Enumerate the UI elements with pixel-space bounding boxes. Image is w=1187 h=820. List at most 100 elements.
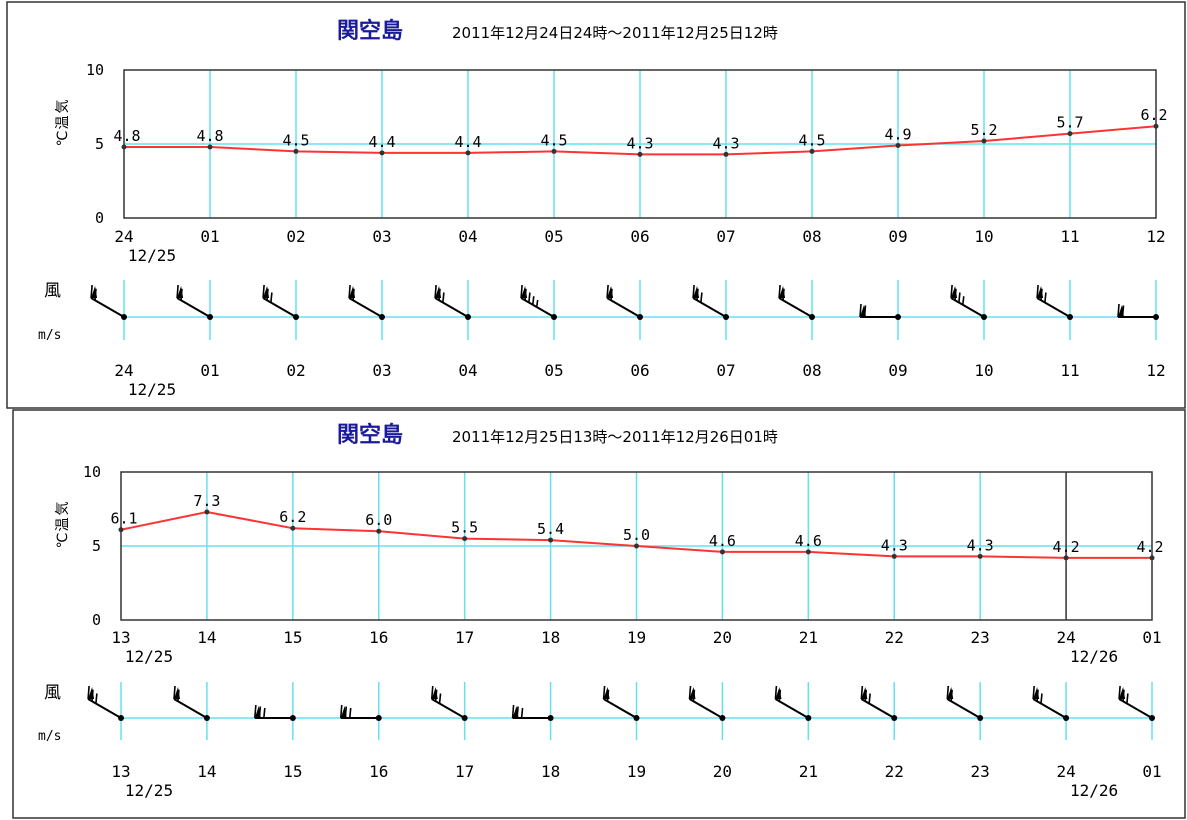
x-tick-label: 20: [713, 628, 732, 647]
wind-barb-pennant: [263, 286, 270, 298]
wind-barb-tick: [90, 284, 93, 299]
x-tick-label: 17: [455, 628, 474, 647]
temperature-point: [805, 549, 811, 555]
wind-barb: [430, 685, 468, 721]
wind-barb-shaft: [946, 698, 981, 719]
temperature-data-label: 6.2: [1140, 106, 1167, 124]
x-tick-label: 23: [971, 628, 990, 647]
wind-barb-tick: [1036, 284, 1039, 299]
wind-station-dot: [375, 715, 382, 721]
temperature-data-label: 4.5: [798, 131, 825, 149]
wind-barb-shaft: [434, 297, 469, 318]
x-tick-label: 13: [111, 628, 130, 647]
wind-x-tick-label: 14: [197, 762, 216, 781]
x-tick-label: 04: [458, 227, 477, 246]
wind-barb-tick: [859, 303, 862, 318]
wind-barb-pennant: [603, 687, 610, 699]
x-tick-label: 01: [1142, 628, 1161, 647]
wind-barb: [1036, 284, 1073, 320]
y-tick-label: 10: [86, 61, 104, 79]
wind-barb-pennant: [174, 687, 181, 699]
wind-barb-tick: [692, 284, 695, 299]
x-tick-label: 11: [1060, 227, 1079, 246]
y-axis-label: 気温 ℃: [55, 99, 71, 146]
wind-barb-pennant: [1119, 687, 1126, 699]
wind-barb: [254, 704, 296, 721]
wind-barb-pennant: [349, 286, 356, 298]
wind-station-dot: [203, 715, 210, 721]
wind-barb: [434, 284, 471, 320]
temperature-point: [809, 148, 815, 154]
wind-barb-shaft: [860, 698, 895, 719]
wind-x-tick-label: 21: [799, 762, 818, 781]
wind-barb-tick: [254, 704, 257, 719]
wind-barb-pennant: [947, 687, 954, 699]
x-tick-label: 02: [286, 227, 305, 246]
x-tick-label: 06: [630, 227, 649, 246]
temperature-data-label: 4.3: [881, 536, 908, 554]
wind-barb-pennant: [693, 286, 700, 298]
wind-barb-shaft: [176, 297, 211, 318]
chart-title-place: 関空島: [337, 18, 403, 44]
wind-station-dot: [379, 314, 385, 320]
wind-station-dot: [723, 314, 729, 320]
temperature-point: [1067, 131, 1073, 137]
x-tick-label: 03: [372, 227, 391, 246]
wind-barb-shaft: [431, 698, 466, 719]
wind-barb-shaft: [603, 698, 638, 719]
wind-barb: [606, 284, 643, 320]
wind-barb-tick: [87, 685, 90, 700]
wind-barb: [1032, 685, 1070, 721]
wind-x-tick-label: 17: [455, 762, 474, 781]
x-tick-label: 12: [1146, 227, 1165, 246]
temperature-point: [462, 536, 468, 542]
wind-barb-shaft: [774, 698, 809, 719]
y-axis-label-char: ℃: [55, 131, 71, 147]
temperature-point: [551, 148, 557, 154]
wind-barb-tick: [946, 685, 950, 700]
panel-frame-1: [6, 1, 1186, 409]
temperature-data-label: 5.5: [451, 519, 478, 537]
temperature-data-label: 4.3: [626, 134, 653, 152]
chart-1: 関空島 2011年12月24日24時～2011年12月25日12時気温℃05104…: [38, 18, 1168, 399]
wind-barb-pennant: [254, 706, 261, 718]
wind-x-tick-label: 12: [1146, 361, 1165, 380]
temperature-point: [1149, 555, 1155, 561]
wind-x-tick-label: 02: [286, 361, 305, 380]
wind-barb: [692, 284, 729, 320]
wind-barb-shaft: [520, 297, 555, 318]
temperature-data-label: 5.7: [1056, 114, 1083, 132]
temperature-point: [204, 509, 210, 515]
wind-barb-shaft: [1036, 297, 1071, 318]
wind-station-dot: [1067, 314, 1073, 320]
wind-label: 風: [44, 281, 61, 301]
temperature-data-label: 6.1: [110, 510, 137, 528]
y-tick-label: 10: [83, 463, 101, 481]
wind-barb-shaft: [950, 297, 985, 318]
wind-barb: [778, 284, 815, 320]
wind-station-dot: [551, 314, 557, 320]
wind-unit-label: m/s: [38, 328, 61, 343]
wind-station-dot: [719, 715, 726, 721]
wind-barb-tick: [860, 685, 864, 700]
chart-title-range: 2011年12月24日24時～2011年12月25日12時: [452, 24, 778, 42]
wind-x-tick-label: 22: [885, 762, 904, 781]
wind-barb-pennant: [88, 687, 95, 699]
wind-barb-pennant: [951, 286, 958, 298]
wind-x-tick-label: 24: [1056, 762, 1075, 781]
wind-barb: [511, 704, 554, 721]
temperature-data-label: 7.3: [193, 492, 220, 510]
x-tick-label: 07: [716, 227, 735, 246]
wind-barb-tick: [528, 292, 531, 303]
wind-station-dot: [637, 314, 643, 320]
wind-x-tick-label: 15: [283, 762, 302, 781]
x-tick-label: 24: [114, 227, 133, 246]
wind-x-tick-label: 16: [369, 762, 388, 781]
y-tick-label: 5: [95, 135, 104, 153]
wind-station-dot: [461, 715, 468, 721]
wind-barb-tick: [95, 693, 98, 704]
wind-barb-tick: [700, 292, 703, 303]
wind-x-tick-label: 03: [372, 361, 391, 380]
wind-barb-pennant: [689, 687, 696, 699]
wind-barb-tick: [339, 704, 343, 719]
